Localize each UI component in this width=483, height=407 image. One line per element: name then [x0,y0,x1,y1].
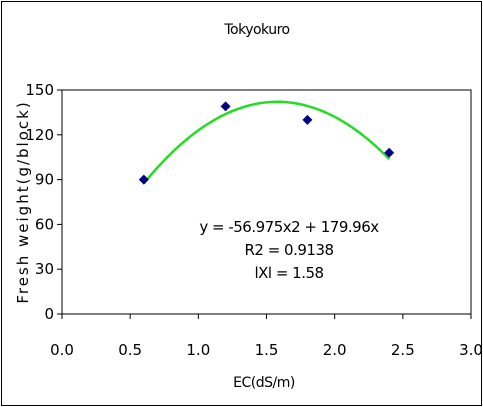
y-tick-label: 0 [44,305,54,323]
x-tick-label: 0.5 [118,341,142,359]
x-tick-label: 3.0 [459,341,483,359]
x-tick-label: 0.0 [50,341,74,359]
chart-title: Tokyokuro [223,22,289,38]
trendline [142,100,391,185]
y-axis-label: Fresh weight(g/block) [14,100,32,303]
x-tick-label: 1.0 [186,341,210,359]
y-tick-label: 150 [25,81,54,99]
equation-label: y = -56.975x2 + 179.96x [199,218,379,236]
y-tick-label: 30 [35,260,54,278]
optimum-x-label: lXl = 1.58 [254,264,323,282]
y-tick-label: 90 [35,171,54,189]
r-squared-label: R2 = 0.9138 [244,241,333,259]
x-tick-label: 2.0 [323,341,347,359]
data-point [384,147,395,158]
data-point [138,174,149,185]
x-axis-label: EC(dS/m) [233,375,295,391]
data-point [302,114,313,125]
data-point [220,101,231,112]
y-tick-label: 60 [35,215,54,233]
x-tick-label: 1.5 [255,341,279,359]
y-tick-label: 120 [25,126,54,144]
x-tick-label: 2.5 [391,341,415,359]
